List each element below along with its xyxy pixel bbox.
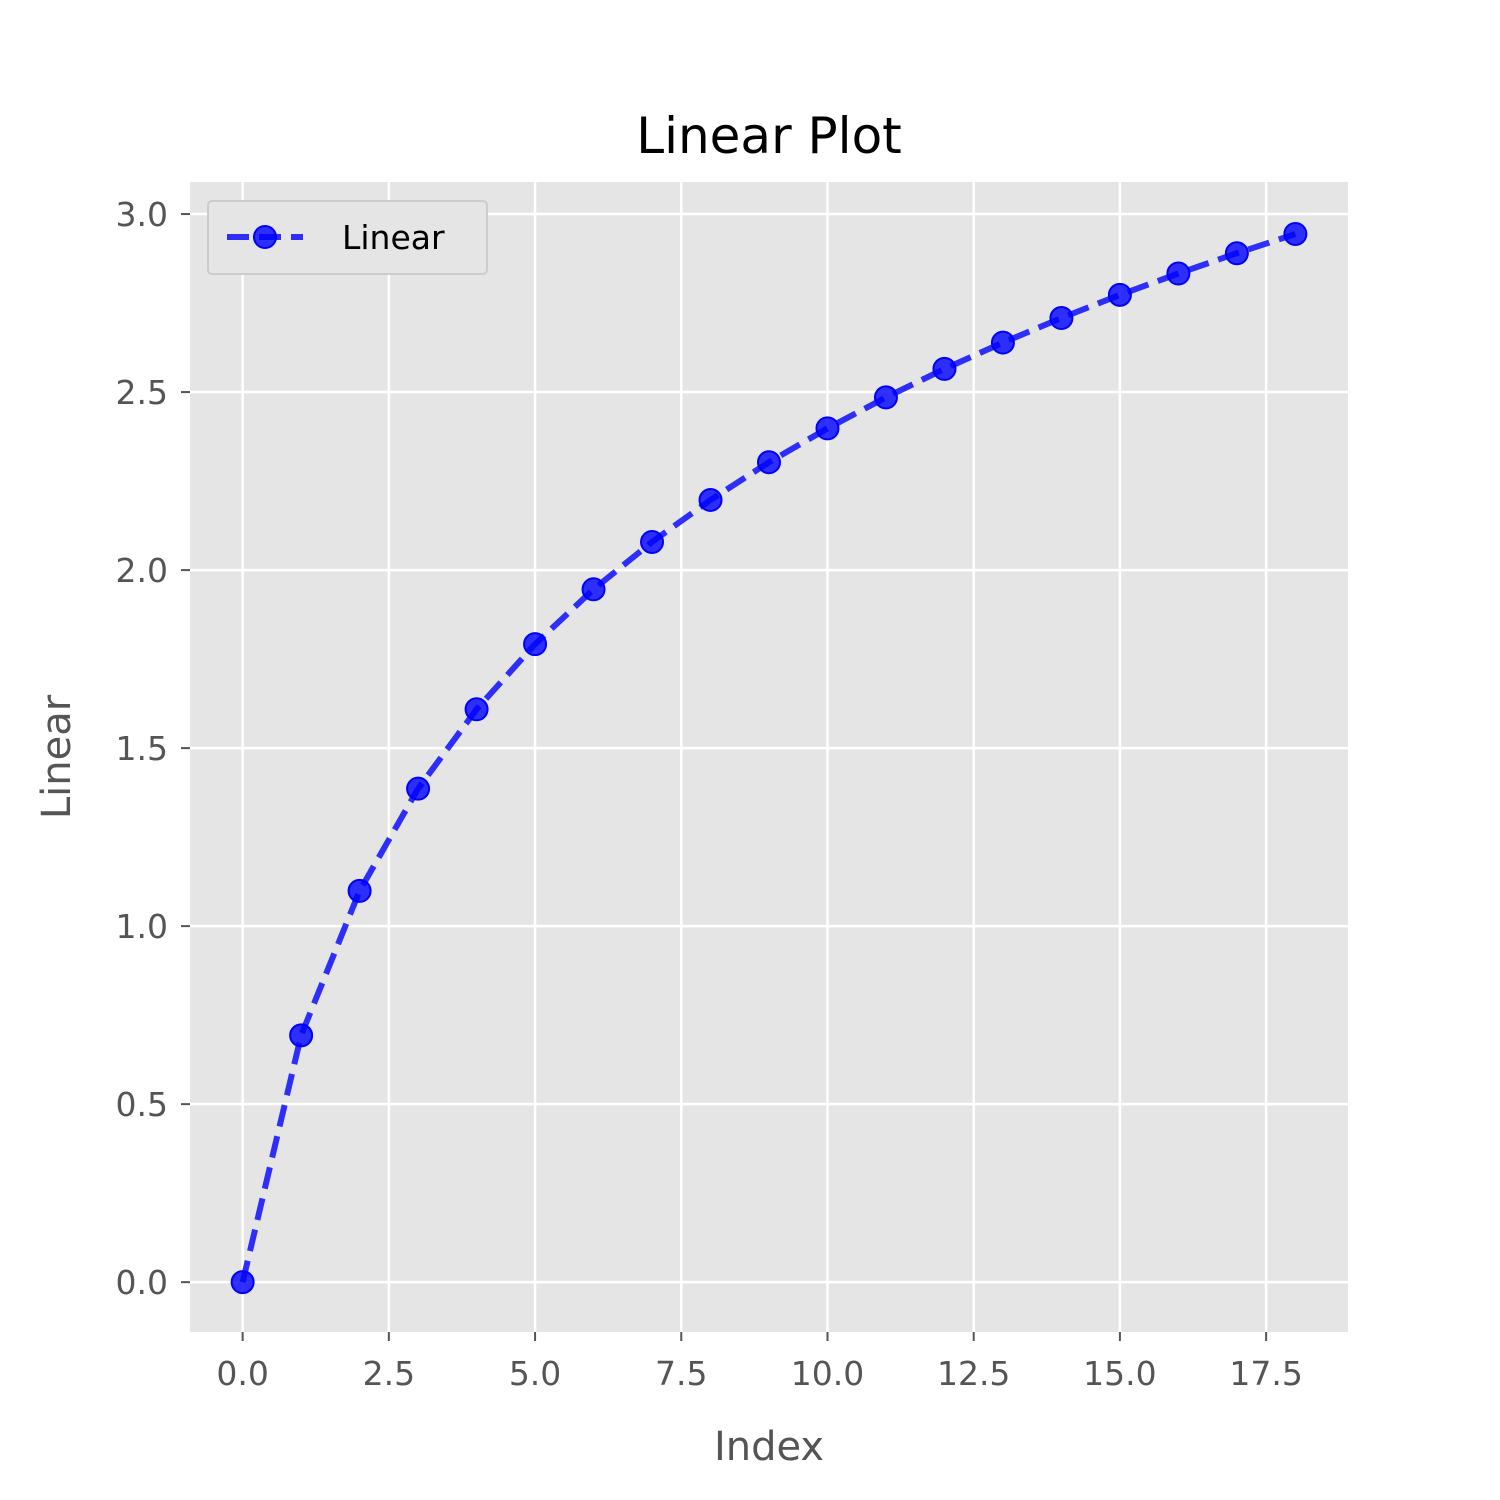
x-tick-label: 10.0 bbox=[791, 1354, 864, 1393]
x-axis-label: Index bbox=[714, 1424, 824, 1470]
y-tick-label: 1.0 bbox=[116, 907, 168, 946]
data-point bbox=[990, 330, 1015, 355]
y-tick-label: 0.0 bbox=[116, 1263, 168, 1302]
legend-box bbox=[207, 200, 488, 275]
data-point bbox=[406, 776, 431, 801]
data-point bbox=[347, 878, 372, 903]
grid-lines bbox=[190, 182, 1348, 1332]
x-tick-label: 17.5 bbox=[1229, 1354, 1302, 1393]
data-point bbox=[932, 356, 957, 381]
legend-marker-sample bbox=[253, 225, 277, 249]
data-point bbox=[640, 529, 665, 554]
x-tick-label: 12.5 bbox=[937, 1354, 1010, 1393]
data-point bbox=[289, 1023, 314, 1048]
data-point bbox=[1166, 261, 1191, 286]
data-point bbox=[873, 385, 898, 410]
x-tick-label: 5.0 bbox=[509, 1354, 561, 1393]
y-tick-label: 3.0 bbox=[116, 195, 168, 234]
legend: Linear bbox=[207, 200, 488, 275]
y-tick-label: 0.5 bbox=[116, 1085, 168, 1124]
chart-title: Linear Plot bbox=[636, 107, 902, 165]
data-point bbox=[757, 450, 781, 475]
y-tick-label: 2.5 bbox=[116, 373, 168, 412]
data-point bbox=[1224, 241, 1249, 266]
data-point bbox=[523, 632, 548, 657]
data-point bbox=[698, 487, 723, 512]
data-point bbox=[581, 577, 606, 602]
x-tick-label: 0.0 bbox=[216, 1354, 268, 1393]
y-tick-label: 1.5 bbox=[116, 729, 168, 768]
data-point bbox=[464, 697, 489, 722]
x-axis-ticks: 0.0 2.5 5.0 7.5 10.0 12.5 15.0 17.5 bbox=[216, 1332, 1303, 1393]
x-tick-label: 7.5 bbox=[655, 1354, 707, 1393]
legend-entry-linear: Linear bbox=[342, 218, 445, 257]
data-point bbox=[1049, 306, 1074, 331]
data-point bbox=[230, 1270, 255, 1295]
plot-area bbox=[190, 182, 1348, 1332]
x-tick-label: 2.5 bbox=[363, 1354, 415, 1393]
y-axis-label: Linear bbox=[34, 694, 80, 819]
y-axis-ticks: 0.0 0.5 1.0 1.5 2.0 2.5 3.0 bbox=[116, 195, 190, 1302]
data-point bbox=[815, 416, 840, 441]
series-group bbox=[230, 221, 1308, 1295]
data-point bbox=[1283, 221, 1308, 246]
data-point bbox=[1107, 282, 1132, 307]
x-tick-label: 15.0 bbox=[1083, 1354, 1156, 1393]
y-tick-label: 2.0 bbox=[116, 551, 168, 590]
